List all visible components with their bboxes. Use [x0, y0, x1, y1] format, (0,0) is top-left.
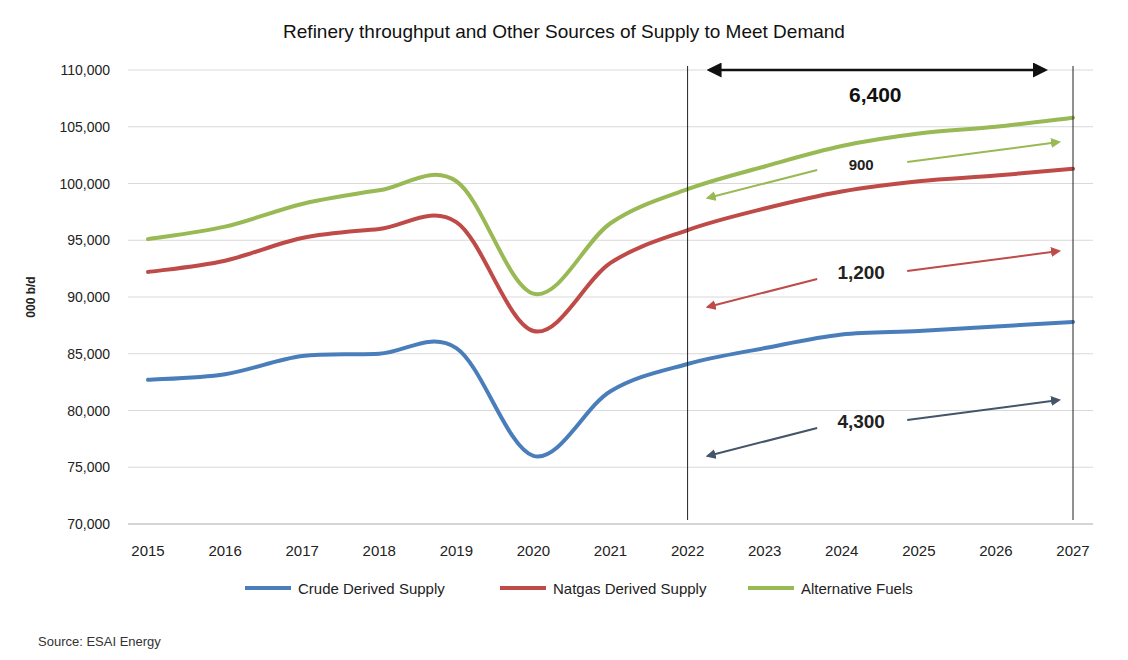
- y-tick-label: 95,000: [67, 232, 110, 248]
- x-tick-label: 2023: [748, 542, 781, 559]
- source: Source: ESAI Energy: [38, 634, 161, 649]
- series-line: [148, 169, 1073, 332]
- annotation: 1,200: [837, 262, 885, 283]
- x-tick-label: 2027: [1056, 542, 1089, 559]
- period-line: [687, 66, 688, 520]
- y-tick-label: 100,000: [59, 176, 110, 192]
- y-tick-label: 70,000: [67, 516, 110, 532]
- grid-line: [128, 183, 1093, 184]
- grid-line: [128, 467, 1093, 468]
- y-tick-label: 75,000: [67, 459, 110, 475]
- x-tick-label: 2016: [208, 542, 241, 559]
- grid-line: [128, 297, 1093, 298]
- x-tick-label: 2025: [902, 542, 935, 559]
- x-tick-label: 2022: [671, 542, 704, 559]
- legend-swatch: [245, 586, 291, 590]
- y-tick-label: 90,000: [67, 289, 110, 305]
- series-line: [148, 118, 1073, 294]
- x-tick-label: 2018: [363, 542, 396, 559]
- grid-line: [128, 70, 1093, 71]
- grid-line: [128, 410, 1093, 411]
- annotation-arrow: [907, 251, 1059, 271]
- y-tick-label: 105,000: [59, 119, 110, 135]
- series-group: [148, 118, 1073, 457]
- y-tick-label: 80,000: [67, 403, 110, 419]
- grid-line: [128, 126, 1093, 127]
- legend-swatch: [748, 586, 794, 590]
- annotation-arrow: [708, 428, 818, 456]
- y-axis-label: 000 b/d: [24, 276, 38, 317]
- x-tick-label: 2019: [440, 542, 473, 559]
- series-line: [148, 322, 1073, 457]
- annotation: 4,300: [837, 411, 885, 432]
- period-arrow: [710, 69, 1045, 72]
- legend-swatch: [500, 586, 546, 590]
- x-tick-label: 2024: [825, 542, 858, 559]
- y-tick-label: 85,000: [67, 346, 110, 362]
- x-tick-label: 2020: [517, 542, 550, 559]
- grid-line: [128, 240, 1093, 241]
- annotation: 6,400: [849, 83, 902, 106]
- x-tick-label: 2015: [131, 542, 164, 559]
- period-line: [1073, 66, 1074, 520]
- x-tick-label: 2017: [285, 542, 318, 559]
- title: Refinery throughput and Other Sources of…: [283, 21, 845, 42]
- y-tick-label: 110,000: [60, 62, 110, 78]
- grid-line: [128, 353, 1093, 354]
- x-axis: [128, 524, 1093, 525]
- annotation-arrow: [708, 170, 818, 198]
- annotation-arrow: [907, 142, 1059, 162]
- grid-line: [128, 524, 1093, 525]
- legend-label: Natgas Derived Supply: [553, 580, 707, 597]
- annotation: 900: [849, 156, 874, 173]
- chart: Refinery throughput and Other Sources of…: [0, 0, 1128, 660]
- legend-label: Alternative Fuels: [801, 580, 913, 597]
- legend-label: Crude Derived Supply: [298, 580, 445, 597]
- x-tick-label: 2021: [594, 542, 627, 559]
- annotation-arrow: [907, 400, 1059, 420]
- annotation-arrow: [708, 279, 818, 307]
- x-tick-label: 2026: [979, 542, 1012, 559]
